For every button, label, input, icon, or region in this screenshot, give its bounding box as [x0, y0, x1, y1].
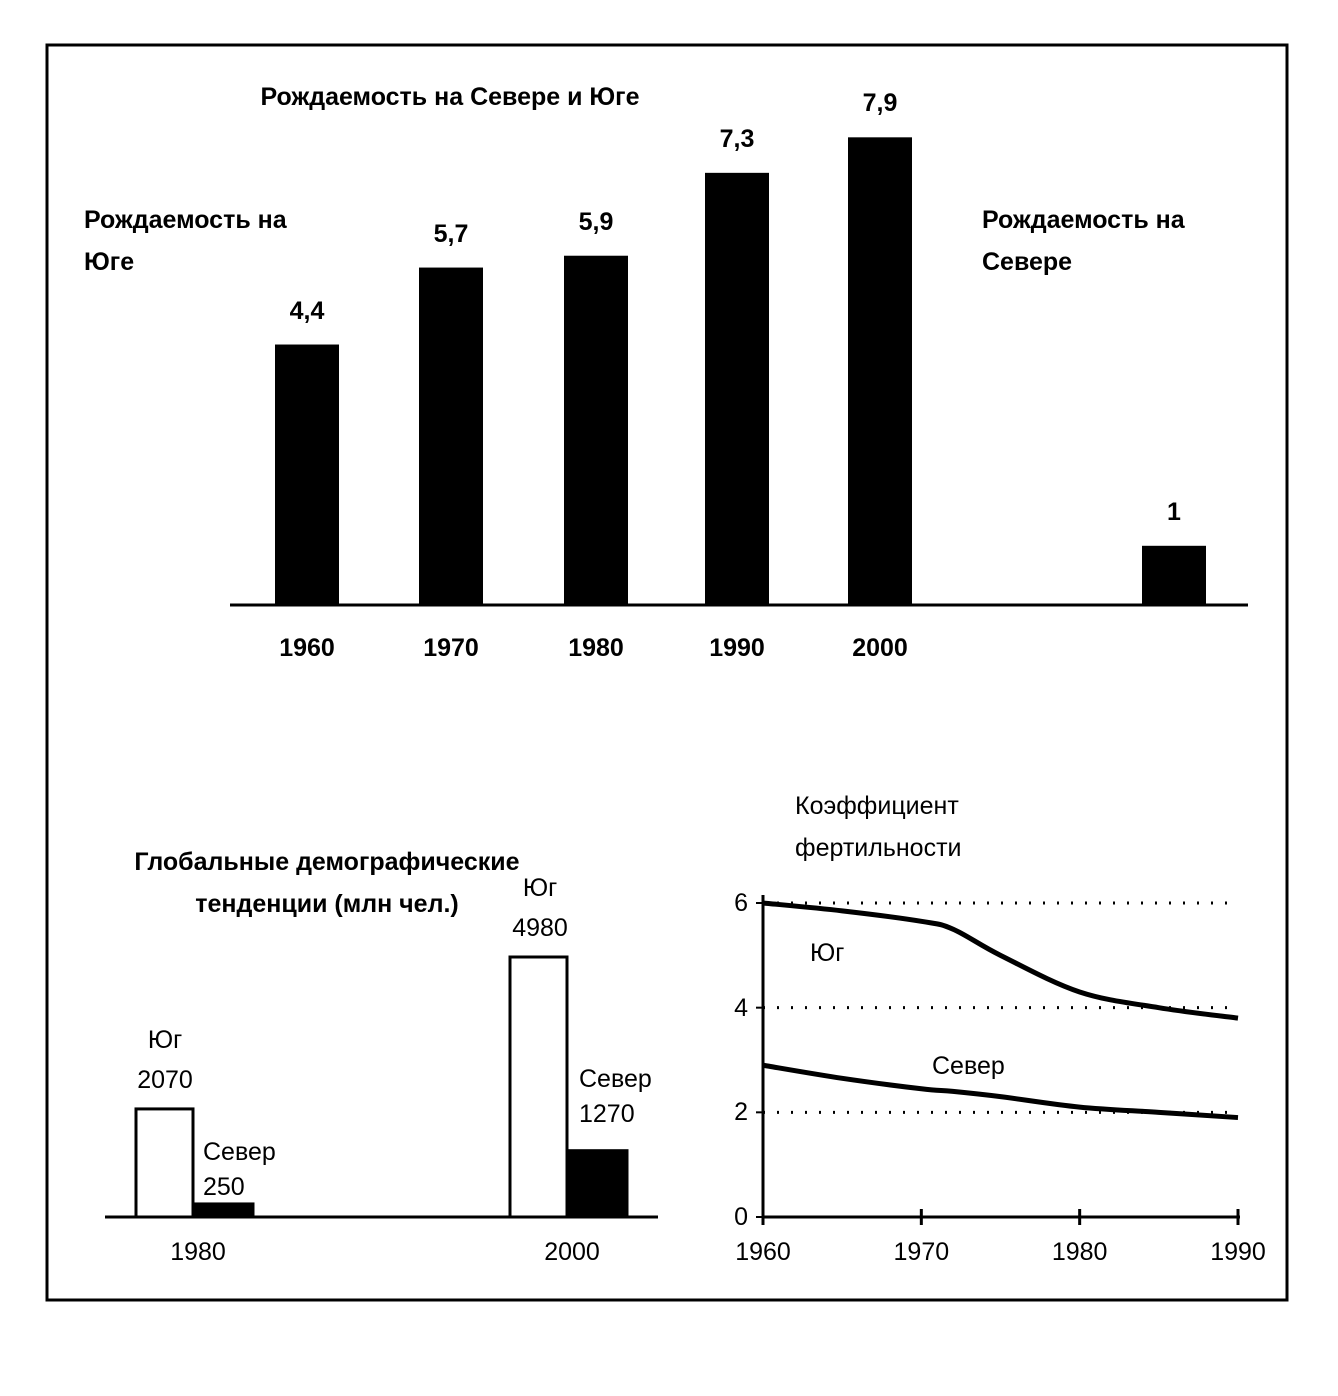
y-tick-label: 0 — [734, 1203, 748, 1231]
series-label: Север — [932, 1052, 1005, 1080]
x-tick-label: 1960 — [279, 634, 335, 662]
chart-title: Рождаемость на Севере и Юге — [260, 83, 640, 111]
bar — [564, 255, 628, 605]
bar — [275, 344, 339, 605]
value-label: 5,7 — [433, 219, 469, 248]
line — [762, 900, 1239, 1021]
bar — [419, 267, 483, 605]
series-label: Север — [203, 1137, 276, 1166]
value-label: 4980 — [512, 914, 568, 942]
y-tick-label: 6 — [734, 889, 748, 917]
series-label: Юг — [810, 939, 845, 967]
bar — [848, 137, 912, 605]
x-tick-label: 1970 — [893, 1238, 950, 1266]
x-tick-label: 1980 — [1051, 1238, 1108, 1266]
bar — [191, 1202, 255, 1219]
bar — [134, 1107, 195, 1219]
bar — [1142, 545, 1206, 605]
bar — [565, 1149, 629, 1219]
value-label: 1270 — [579, 1099, 635, 1128]
series-label: Юг — [147, 1025, 183, 1054]
x-tick-label: 1960 — [735, 1238, 791, 1266]
chart-title: Глобальные демографические тенденции (мл… — [134, 848, 520, 918]
x-tick-label: 1980 — [170, 1238, 226, 1266]
annotation: Рождаемость на Севере — [982, 206, 1185, 276]
bar — [705, 172, 769, 605]
series-label: Юг — [522, 874, 558, 902]
x-tick-label: 2000 — [544, 1238, 600, 1266]
value-label: 7,9 — [862, 89, 898, 118]
chart-title: Коэффициент фертильности — [795, 792, 962, 862]
x-tick-label: 1980 — [568, 634, 624, 662]
bar — [508, 955, 569, 1219]
value-label: 2070 — [137, 1065, 193, 1094]
value-label: 7,3 — [719, 124, 755, 153]
x-tick-label: 2000 — [852, 634, 908, 662]
y-tick-label: 4 — [734, 993, 748, 1022]
line — [762, 1062, 1239, 1121]
value-label: 1 — [1167, 497, 1181, 526]
value-label: 250 — [203, 1172, 245, 1201]
x-tick-label: 1990 — [1210, 1238, 1266, 1266]
x-tick-label: 1970 — [423, 634, 479, 662]
y-tick-label: 2 — [734, 1098, 748, 1127]
annotation: Рождаемость на Юге — [84, 206, 287, 276]
value-label: 5,9 — [578, 207, 614, 236]
frame — [45, 43, 1289, 1302]
x-tick-label: 1990 — [709, 634, 765, 662]
series-label: Север — [579, 1064, 652, 1093]
value-label: 4,4 — [289, 296, 325, 325]
